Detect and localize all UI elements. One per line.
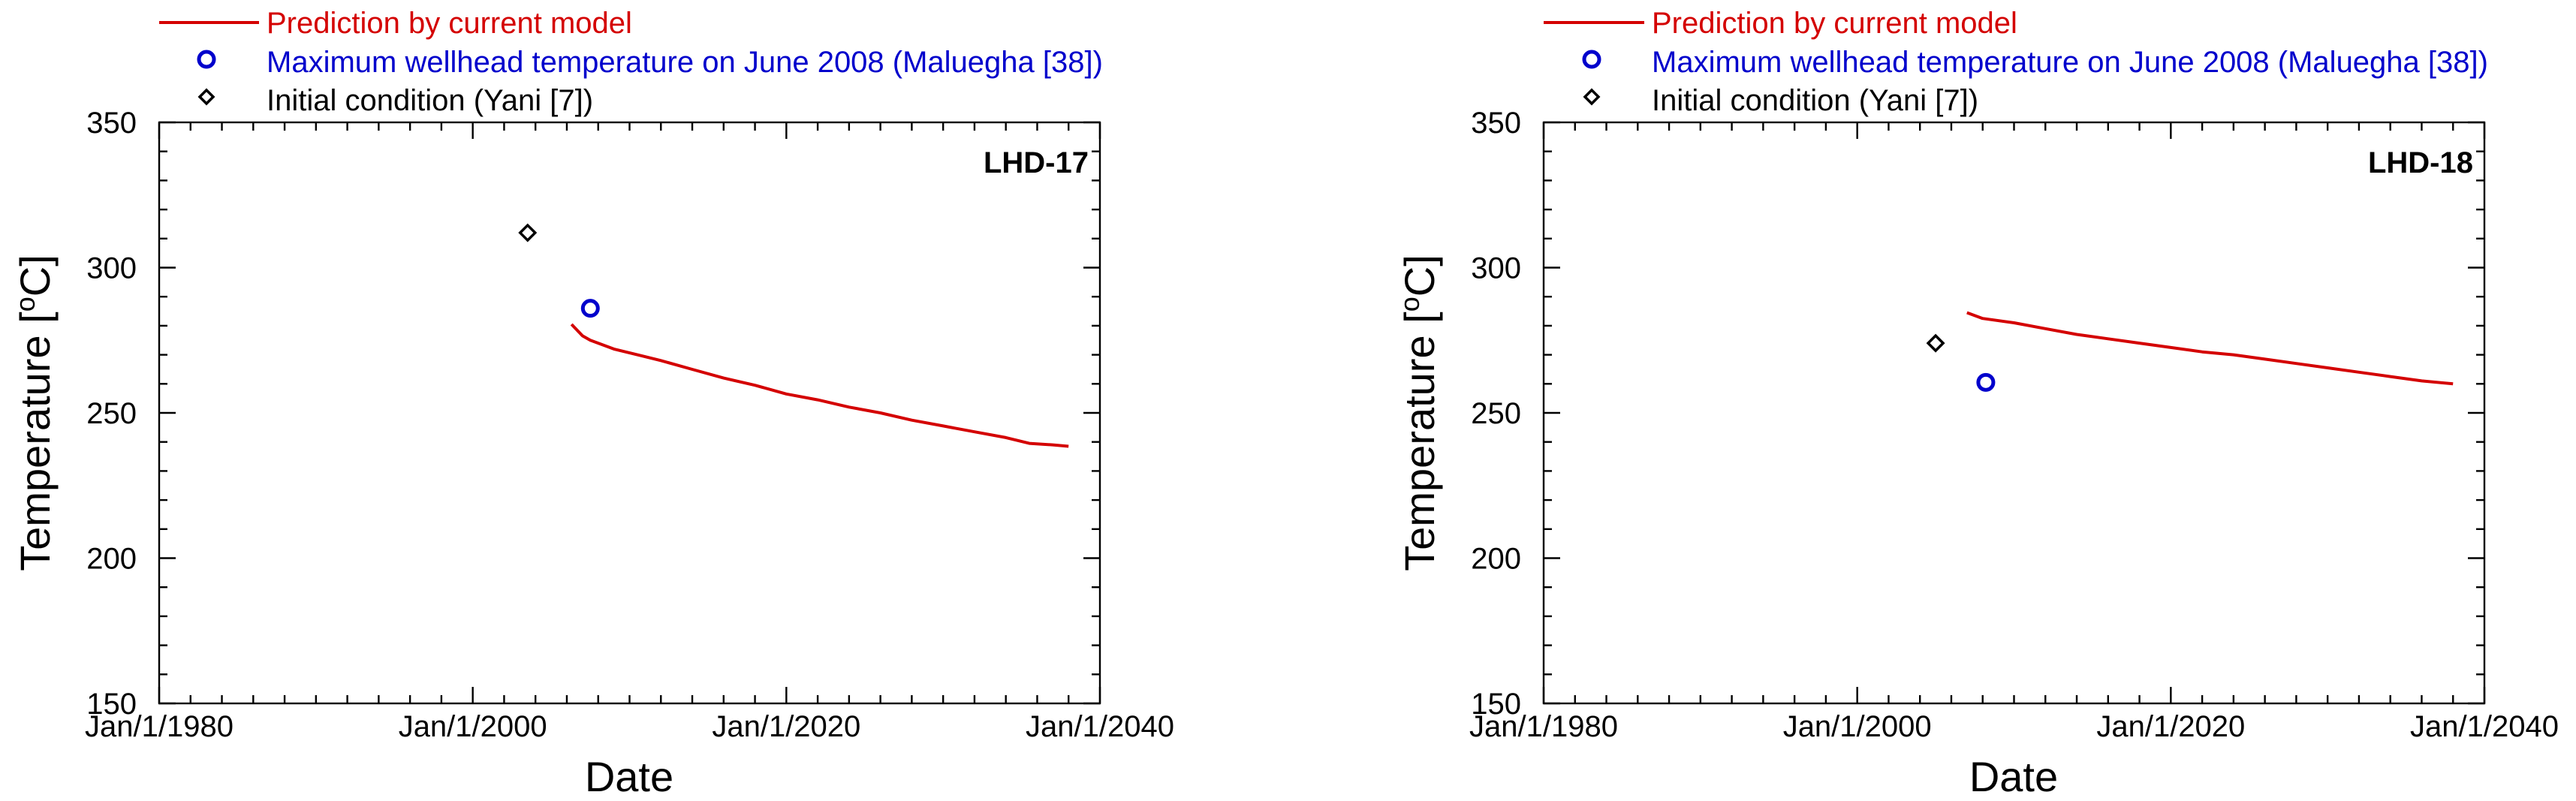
legend-initial-label: Initial condition (Yani [7]) [1652,84,1978,117]
y-axis-title-sup: o [1394,297,1425,312]
initial-condition-point [1926,333,1945,353]
legend-wellhead-label: Maximum wellhead temperature on June 200… [1652,46,2488,79]
y-axis-title-pre: Temperature [ [11,312,59,571]
legend-prediction-label: Prediction by current model [267,7,632,40]
plot-area-frame [158,121,1101,705]
y-tick-label: 200 [86,543,137,576]
prediction-line [570,323,1069,448]
y-tick-label: 350 [86,107,137,140]
initial-condition-point [518,223,538,242]
axis-ticks [1542,121,2486,705]
y-axis-title: Temperature [oC] [10,254,59,571]
chart-lhd-18: Jan/1/1980 Jan/1/2000 Jan/1/2020 Jan/1/2040… [1394,107,2559,800]
y-tick-label: 150 [1471,688,1521,721]
x-tick-label: Jan/1/2020 [712,710,860,743]
x-tick-label: Jan/1/1980 [1469,710,1618,743]
legend-wellhead-label: Maximum wellhead temperature on June 200… [267,46,1103,79]
x-tick-label: Jan/1/1980 [85,710,233,743]
panel-title: LHD-18 [2368,146,2473,179]
x-tick-label: Jan/1/2040 [1026,710,1174,743]
x-axis-title: Date [1969,753,2058,800]
legend-lhd-17: Prediction by current model Maximum well… [159,7,1103,117]
prediction-line [1966,311,2454,386]
legend-wellhead-marker [197,50,216,69]
legend-prediction-label: Prediction by current model [1652,7,2017,40]
tick-labels: Jan/1/1980 Jan/1/2000 Jan/1/2020 Jan/1/2040… [1469,107,2559,743]
y-tick-label: 300 [1471,252,1521,285]
x-tick-label: Jan/1/2000 [1783,710,1932,743]
y-tick-label: 300 [86,252,137,285]
plot-area-frame [1542,121,2486,705]
y-tick-label: 350 [1471,107,1521,140]
y-tick-label: 150 [86,688,137,721]
legend-lhd-18: Prediction by current model Maximum well… [1544,7,2488,117]
y-axis-title-post: C] [1396,254,1443,297]
wellhead-temperature-point [1976,372,1996,392]
x-tick-label: Jan/1/2040 [2410,710,2559,743]
data-marks [518,223,1069,448]
y-axis-title-post: C] [11,254,59,297]
y-axis-title-pre: Temperature [ [1396,312,1443,571]
legend-initial-marker [197,88,215,106]
y-tick-label: 250 [1471,397,1521,430]
panel-title: LHD-17 [984,146,1089,179]
legend-wellhead-marker [1582,50,1601,69]
chart-lhd-17: Jan/1/1980 Jan/1/2000 Jan/1/2020 Jan/1/2040… [10,107,1174,800]
legend-initial-label: Initial condition (Yani [7]) [267,84,593,117]
y-tick-label: 200 [1471,543,1521,576]
wellhead-temperature-point [580,299,600,318]
y-axis-title-sup: o [10,297,41,312]
legend-initial-marker [1583,88,1601,106]
tick-labels: Jan/1/1980 Jan/1/2000 Jan/1/2020 Jan/1/2040… [85,107,1174,743]
x-tick-label: Jan/1/2000 [399,710,547,743]
x-axis-title: Date [585,753,673,800]
y-axis-title: Temperature [oC] [1394,254,1443,571]
data-marks [1926,311,2454,392]
x-tick-label: Jan/1/2020 [2096,710,2245,743]
axis-ticks [158,121,1101,705]
y-tick-label: 250 [86,397,137,430]
